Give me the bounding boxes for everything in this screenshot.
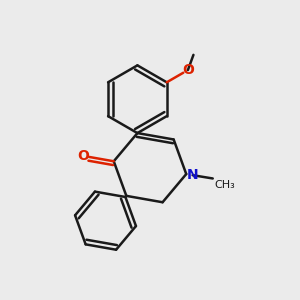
Text: CH₃: CH₃ <box>214 180 235 190</box>
Text: O: O <box>77 149 89 163</box>
Text: O: O <box>182 63 194 77</box>
Text: N: N <box>187 168 198 182</box>
